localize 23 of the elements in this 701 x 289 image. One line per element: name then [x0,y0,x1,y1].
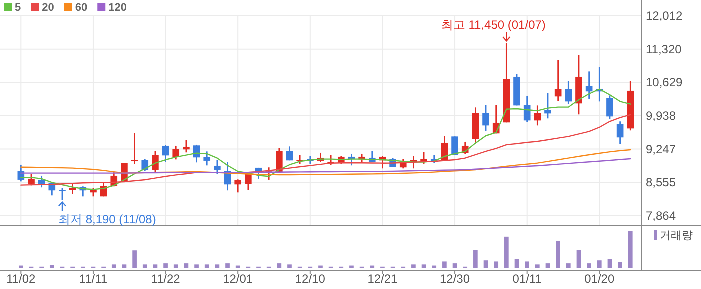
ytick: 12,012 [646,9,683,23]
xtick: 12/21 [368,272,398,286]
xtick: 12/10 [295,272,326,286]
ytick: 9,247 [646,142,676,156]
ytick: 10,629 [646,76,683,90]
xtick: 01/11 [512,272,542,286]
legend: 거래량 [660,230,693,242]
xtick: 01/20 [584,272,615,286]
xtick: 11/02 [6,272,36,286]
ytick: 11,320 [646,42,682,56]
xtick: 11/11 [79,272,108,286]
legend: 60 [75,2,88,14]
legend: 120 [108,2,127,14]
xtick: 12/01 [223,272,254,286]
ytick: 9,938 [646,109,676,123]
annotation: 최고 11,450 (01/07) [441,18,546,32]
xtick: 12/30 [440,272,470,286]
ytick: 7,864 [646,208,676,223]
legend: 20 [42,2,54,14]
legend: 5 [15,2,22,14]
annotation: 최저 8,190 (11/08) [58,212,156,226]
ytick: 8,555 [646,176,676,190]
xtick: 11/22 [151,272,180,286]
